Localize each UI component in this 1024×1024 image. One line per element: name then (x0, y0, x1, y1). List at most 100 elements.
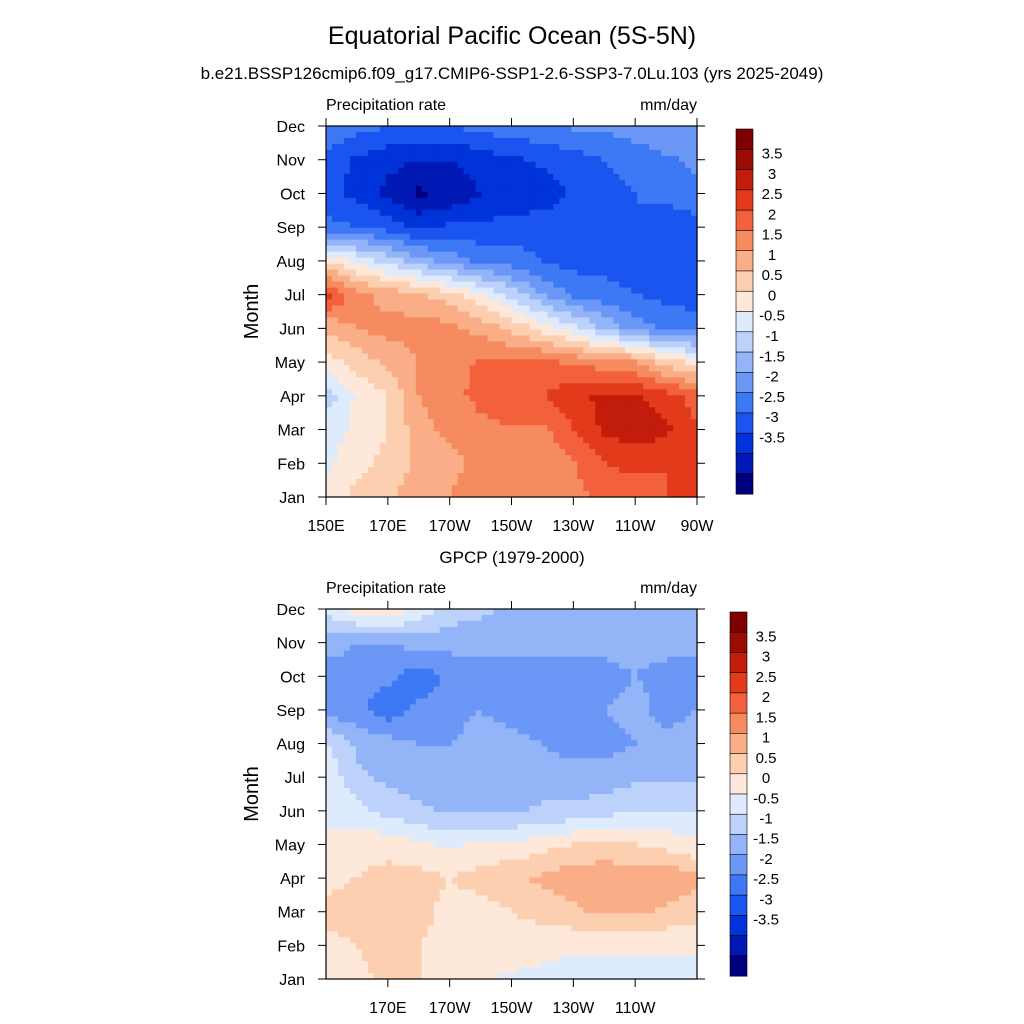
top-heatmap-cell (691, 323, 698, 331)
top-heatmap-cell (355, 203, 363, 211)
bottom-heatmap-cell (409, 686, 417, 694)
top-heatmap-cell (577, 383, 584, 390)
bottom-heatmap-cell (565, 692, 572, 700)
bottom-heatmap-cell (361, 638, 369, 646)
top-heatmap-cell (326, 401, 333, 408)
top-heatmap-cell (326, 485, 333, 492)
top-heatmap-cell (343, 335, 351, 343)
top-heatmap-cell (613, 449, 620, 456)
top-heatmap-cell (469, 395, 477, 402)
top-heatmap-cell (631, 365, 638, 372)
top-heatmap-cell (493, 155, 501, 163)
top-heatmap-cell (691, 185, 698, 193)
top-heatmap-cell (391, 173, 399, 181)
top-heatmap-cell (565, 329, 572, 337)
top-heatmap-cell (583, 353, 590, 360)
top-heatmap-cell (427, 191, 435, 199)
bottom-heatmap-cell (337, 626, 345, 634)
top-heatmap-cell (415, 461, 423, 468)
top-heatmap-cell (379, 155, 387, 163)
bottom-heatmap-cell (343, 614, 351, 622)
top-heatmap-cell (619, 227, 626, 235)
top-heatmap-cell (649, 431, 656, 438)
top-heatmap-cell (397, 425, 405, 432)
bottom-heatmap-cell (445, 698, 453, 706)
top-heatmap-cell (367, 359, 375, 366)
top-heatmap-cell (619, 455, 626, 462)
top-heatmap-cell (607, 335, 614, 343)
top-heatmap-cell (469, 149, 477, 157)
bottom-heatmap-cell (487, 632, 495, 640)
top-heatmap-cell (511, 126, 519, 133)
top-heatmap-cell (667, 473, 674, 480)
top-heatmap-cell (565, 449, 572, 456)
top-heatmap-cell (469, 233, 477, 241)
top-heatmap-cell (367, 407, 375, 414)
bottom-heatmap-cell (439, 609, 447, 616)
top-heatmap-cell (571, 293, 578, 301)
top-heatmap-cell (349, 203, 357, 211)
top-heatmap-cell (337, 401, 345, 408)
top-heatmap-cell (481, 305, 489, 313)
top-heatmap-cell (691, 287, 698, 295)
top-heatmap-cell (613, 257, 620, 265)
top-heatmap-cell (337, 407, 345, 414)
top-heatmap-cell (625, 179, 632, 187)
top-heatmap-cell (595, 251, 602, 259)
top-heatmap-cell (571, 143, 578, 151)
top-heatmap-cell (349, 323, 357, 331)
top-heatmap-cell (691, 167, 698, 175)
top-heatmap-cell (385, 383, 393, 390)
top-heatmap-cell (391, 485, 399, 492)
bottom-heatmap-cell (385, 609, 393, 616)
top-heatmap-cell (355, 329, 363, 337)
top-heatmap-cell (505, 359, 513, 366)
top-heatmap-cell (601, 401, 608, 408)
top-heatmap-cell (571, 305, 578, 313)
bottom-heatmap-cell (469, 609, 477, 616)
top-heatmap-cell (631, 359, 638, 366)
top-heatmap-cell (535, 161, 543, 169)
top-heatmap-cell (499, 299, 507, 307)
top-heatmap-cell (457, 467, 465, 474)
top-heatmap-cell (397, 359, 405, 366)
bottom-heatmap-cell (469, 638, 477, 646)
top-heatmap-cell (643, 251, 650, 259)
top-heatmap-cell (523, 353, 531, 360)
top-heatmap-cell (355, 221, 363, 229)
bottom-heatmap-cell (343, 680, 351, 688)
top-heatmap-cell (583, 485, 590, 492)
top-heatmap-cell (661, 209, 668, 217)
top-heatmap-cell (619, 191, 626, 199)
top-heatmap-cell (661, 311, 668, 319)
top-heatmap-cell (355, 161, 363, 169)
top-heatmap-cell (355, 473, 363, 480)
bottom-heatmap-cell (643, 656, 650, 664)
top-heatmap-cell (409, 263, 417, 271)
top-heatmap-cell (517, 455, 525, 462)
top-heatmap-cell (511, 311, 519, 319)
top-heatmap-cell (565, 203, 572, 211)
top-heatmap-cell (475, 413, 483, 420)
top-heatmap-cell (409, 251, 417, 259)
top-heatmap-cell (469, 485, 477, 492)
top-heatmap-cell (667, 245, 674, 253)
top-heatmap-cell (607, 461, 614, 468)
top-heatmap-cell (613, 191, 620, 199)
top-heatmap-cell (601, 323, 608, 331)
top-heatmap-cell (649, 227, 656, 235)
top-heatmap-cell (499, 263, 507, 271)
top-heatmap-cell (559, 155, 566, 163)
bottom-heatmap-cell (661, 668, 668, 676)
top-heatmap-cell (607, 167, 614, 175)
top-heatmap-cell (326, 323, 333, 331)
top-heatmap-cell (673, 149, 680, 157)
top-heatmap-cell (391, 467, 399, 474)
bottom-heatmap-cell (463, 638, 471, 646)
top-heatmap-cell (451, 191, 459, 199)
top-heatmap-cell (601, 317, 608, 325)
top-heatmap-cell (583, 293, 590, 301)
top-heatmap-cell (601, 221, 608, 229)
top-heatmap-cell (595, 347, 602, 354)
top-heatmap-cell (451, 437, 459, 444)
